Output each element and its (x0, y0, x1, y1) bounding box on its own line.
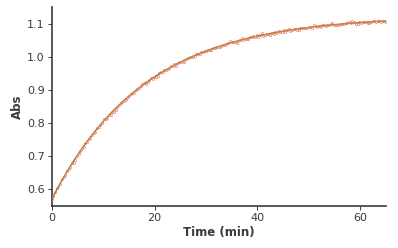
Y-axis label: Abs: Abs (11, 94, 24, 119)
X-axis label: Time (min): Time (min) (183, 226, 255, 239)
